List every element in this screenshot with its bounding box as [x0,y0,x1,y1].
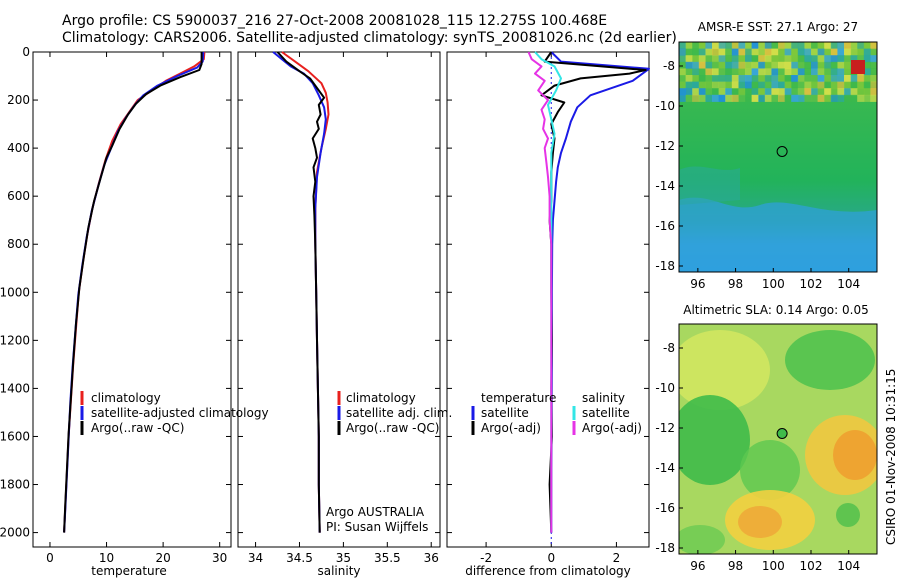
side-timestamp: CSIRO 01-Nov-2008 10:31:15 [884,369,898,545]
legend-label-temp-satellite: satellite [481,406,529,420]
salinity-xlabel: salinity [317,564,360,578]
map-y-tick-label: -12 [655,139,675,153]
map-y-tick-label: -14 [655,179,675,193]
legend-label-satellite: satellite-adjusted climatology [91,406,269,420]
series-line [534,51,562,533]
map-y-tick-label: -8 [663,59,675,73]
map-y-tick-label: -8 [663,341,675,355]
sla-map-image [679,324,877,554]
series-line [276,51,326,533]
x-tick-label: 0 [46,551,54,565]
legend-label-sal-argo: Argo(-adj) [582,421,642,435]
series-line [63,52,203,533]
legend-label-climatology: climatology [346,391,416,405]
map-x-tick-label: 100 [762,277,785,291]
y-tick-label: 1000 [0,285,30,299]
map-y-tick-label: -10 [655,381,675,395]
difference-panel-frame [446,51,650,548]
map-y-tick-label: -16 [655,219,675,233]
temperature-axes: 0 10 20 30 0 200 400 600 800 1000 1200 1400 1600 1800… [0,45,231,565]
legend-title-temperature: temperature [481,391,556,405]
header-line-2: Climatology: CARS2006. Satellite-adjuste… [62,30,677,46]
x-tick-label: 30 [212,551,227,565]
x-tick-label: 36 [424,551,439,565]
sla-map-title: Altimetric SLA: 0.14 Argo: 0.05 [683,303,868,317]
legend-label-argo: Argo(..raw -QC) [91,421,184,435]
temperature-xlabel: temperature [91,564,166,578]
map-x-tick-label: 96 [690,559,705,573]
map-x-tick-label: 104 [837,277,860,291]
sst-map-axes: 96 98 100 102 104 -8 -10 -12 -14 -16 -18 [655,59,860,291]
legend-title-salinity: salinity [582,391,625,405]
x-tick-label: 35 [336,551,351,565]
map-x-tick-label: 104 [837,559,860,573]
map-y-tick-label: -16 [655,501,675,515]
y-tick-label: 1600 [0,429,30,443]
sst-map-frame [678,41,878,273]
map-y-tick-label: -14 [655,461,675,475]
salinity-axes: 34 34.5 35 35.5 36 [238,51,440,565]
series-line [540,51,647,533]
sla-map-axes: 96 98 100 102 104 -8 -10 -12 -14 -16 -18 [655,341,860,573]
series-line [550,51,650,533]
x-tick-label: 35.5 [374,551,401,565]
temperature-series [63,51,206,533]
series-line [63,51,205,533]
legend-label-temp-argo: Argo(-adj) [481,421,541,435]
difference-axes: -2 0 2 [447,51,649,565]
salinity-series [272,51,330,533]
x-tick-label: 2 [613,551,621,565]
legend-label-argo: Argo(..raw -QC) [346,421,439,435]
series-line [527,51,553,533]
x-tick-label: 0 [547,551,555,565]
x-tick-label: -2 [480,551,492,565]
y-tick-label: 1800 [0,478,30,492]
map-y-tick-label: -18 [655,259,675,273]
y-tick-label: 2000 [0,526,30,540]
sst-map-image [679,42,877,272]
legend-label-satellite: satellite adj. clim. [346,406,452,420]
annotation-argo-australia: Argo AUSTRALIA [326,505,425,519]
x-tick-label: 10 [99,551,114,565]
legend-label-climatology: climatology [91,391,161,405]
map-x-tick-label: 96 [690,277,705,291]
y-tick-label: 400 [7,141,30,155]
sst-map-title: AMSR-E SST: 27.1 Argo: 27 [698,20,858,34]
y-tick-label: 1200 [0,333,30,347]
map-x-tick-label: 100 [762,559,785,573]
x-tick-label: 20 [155,551,170,565]
x-tick-label: 34 [248,551,263,565]
map-x-tick-label: 102 [800,559,823,573]
difference-series [527,51,650,533]
map-y-tick-label: -12 [655,421,675,435]
y-tick-label: 200 [7,93,30,107]
salinity-legend: climatology satellite adj. clim. Argo(..… [326,391,452,534]
x-tick-label: 34.5 [286,551,313,565]
map-x-tick-label: 102 [800,277,823,291]
y-tick-label: 0 [22,45,30,59]
sla-profile-marker [776,428,788,439]
annotation-pi: PI: Susan Wijffels [326,520,428,534]
difference-legend: temperature satellite Argo(-adj) salinit… [471,391,642,435]
map-x-tick-label: 98 [728,277,743,291]
map-y-tick-label: -18 [655,541,675,555]
header-line-1: Argo profile: CS 5900037_216 27-Oct-2008… [62,13,607,29]
salinity-panel-frame [237,51,441,548]
sla-map-frame [678,323,878,555]
y-tick-label: 800 [7,237,30,251]
y-tick-label: 1400 [0,381,30,395]
y-tick-label: 600 [7,189,30,203]
series-line [281,51,330,533]
legend-label-sal-satellite: satellite [582,406,630,420]
series-line [63,51,206,533]
temperature-panel-frame [32,51,232,548]
map-y-tick-label: -10 [655,99,675,113]
sst-profile-marker [776,146,788,157]
map-x-tick-label: 98 [728,559,743,573]
difference-xlabel: difference from climatology [465,564,631,578]
temperature-legend: climatology satellite-adjusted climatolo… [80,391,269,435]
